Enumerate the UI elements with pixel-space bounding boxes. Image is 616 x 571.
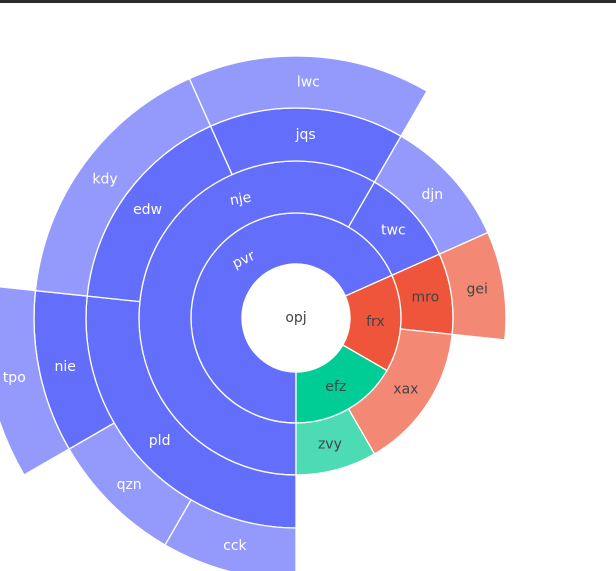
segment-label-djn: djn [422,187,444,203]
window-top-bar [0,0,616,3]
segment-label-cck: cck [223,538,247,554]
root-label: opj [285,310,306,326]
segment-label-nje: nje [229,190,253,209]
sunburst-segments [0,55,507,571]
segment-label-nie: nie [54,359,75,375]
segment-label-mro: mro [412,290,440,306]
center-hole [243,265,349,371]
segment-label-xax: xax [393,381,418,397]
segment-label-gei: gei [467,281,488,297]
segment-label-edw: edw [133,202,162,218]
segment-label-zvy: zvy [318,437,342,453]
segment-zvy[interactable] [295,408,376,476]
segment-label-jqs: jqs [295,127,316,143]
segment-label-lwc: lwc [297,74,320,90]
segment-tpo[interactable] [0,285,70,476]
segment-label-efz: efz [325,379,346,395]
segment-lwc[interactable] [188,55,428,138]
segment-gei[interactable] [438,231,507,341]
segment-label-twc: twc [381,222,406,238]
segment-label-tpo: tpo [3,370,26,386]
segment-label-kdy: kdy [92,171,117,187]
segment-label-pld: pld [149,433,171,449]
sunburst-labels: pvrfrxefznjetwcmroxaxzvypldedwjqsdjngeic… [3,74,488,554]
segment-label-frx: frx [366,314,385,330]
segment-label-qzn: qzn [117,477,142,493]
